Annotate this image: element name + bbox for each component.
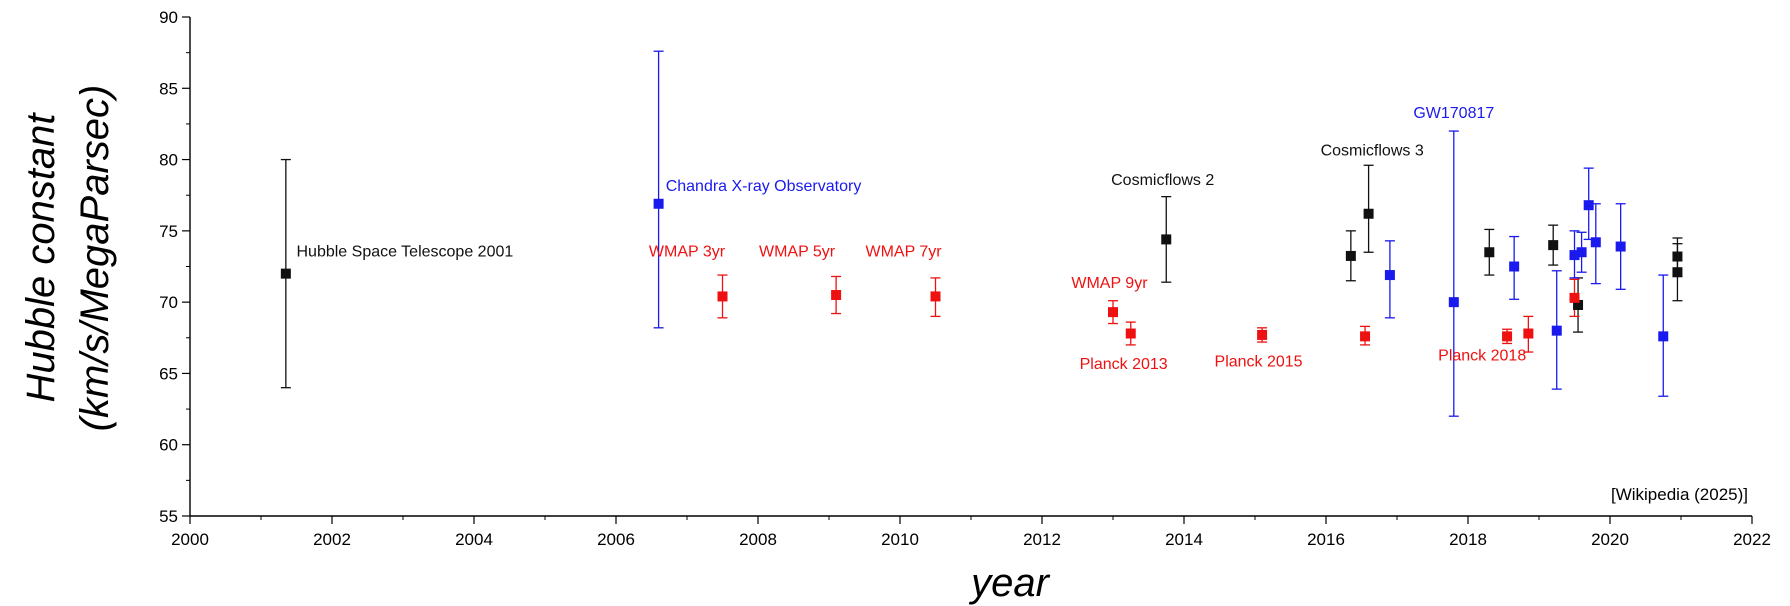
x-tick-label: 2014 xyxy=(1165,530,1203,549)
annotation-label: Chandra X-ray Observatory xyxy=(666,178,862,195)
annotation-label: WMAP 5yr xyxy=(759,244,836,261)
data-point-blue xyxy=(1590,237,1601,248)
annotation-label: Cosmicflows 3 xyxy=(1321,142,1424,159)
data-point-red xyxy=(831,290,842,301)
data-point-blue xyxy=(1509,261,1520,272)
data-markers xyxy=(280,198,1683,342)
x-tick-label: 2000 xyxy=(171,530,209,549)
plot-area: 2000 2002 2004 2006 2008 2010 2012 2014 2016 2018… xyxy=(159,8,1771,549)
annotation-label: Planck 2013 xyxy=(1080,356,1168,373)
annotation-label: WMAP 3yr xyxy=(649,244,726,261)
y-tick-label: 90 xyxy=(159,8,178,27)
x-tick-label: 2018 xyxy=(1449,530,1487,549)
y-ticks: 55 60 65 70 75 80 85 90 xyxy=(159,8,190,526)
data-point-black xyxy=(280,268,291,279)
x-axis-label: year xyxy=(968,561,1050,605)
data-point-red xyxy=(930,291,941,302)
data-point-black xyxy=(1484,247,1495,258)
x-tick-label: 2006 xyxy=(597,530,635,549)
point-annotations: Hubble Space Telescope 2001 Chandra X-ray… xyxy=(297,105,1527,373)
data-point-blue xyxy=(1569,250,1580,261)
y-axis-label: Hubble constant (km/s/MegaParsec) xyxy=(19,85,117,432)
y-tick-label: 75 xyxy=(159,222,178,241)
x-tick-label: 2010 xyxy=(881,530,919,549)
data-point-blue xyxy=(1384,270,1395,281)
y-tick-label: 55 xyxy=(159,507,178,526)
data-point-black xyxy=(1672,267,1683,278)
data-point-black xyxy=(1573,299,1584,310)
data-point-blue xyxy=(1615,241,1626,252)
y-tick-label: 80 xyxy=(159,151,178,170)
y-tick-label: 60 xyxy=(159,436,178,455)
annotation-label: WMAP 9yr xyxy=(1071,275,1148,292)
y-axis-label-line-2: (km/s/MegaParsec) xyxy=(73,85,117,432)
y-tick-label: 70 xyxy=(159,293,178,312)
x-ticks: 2000 2002 2004 2006 2008 2010 2012 2014 2016 2018… xyxy=(171,516,1771,549)
data-point-black xyxy=(1548,240,1559,251)
annotation-label: Cosmicflows 2 xyxy=(1111,172,1214,189)
data-point-blue xyxy=(1551,325,1562,336)
data-point-blue xyxy=(653,198,664,209)
annotation-label: WMAP 7yr xyxy=(865,244,942,261)
data-point-black xyxy=(1161,234,1172,245)
x-tick-label: 2008 xyxy=(739,530,777,549)
x-tick-label: 2022 xyxy=(1733,530,1771,549)
annotation-label: Planck 2015 xyxy=(1215,353,1303,370)
y-tick-label: 85 xyxy=(159,79,178,98)
data-point-red xyxy=(1569,292,1580,303)
data-point-black xyxy=(1345,250,1356,261)
y-axis-label-line-1: Hubble constant xyxy=(19,112,63,403)
data-point-red xyxy=(1360,331,1371,342)
x-tick-label: 2012 xyxy=(1023,530,1061,549)
x-tick-label: 2020 xyxy=(1591,530,1629,549)
data-point-black xyxy=(1672,251,1683,262)
x-tick-label: 2004 xyxy=(455,530,493,549)
data-point-black xyxy=(1363,208,1374,219)
data-point-red xyxy=(1125,328,1136,339)
annotation-label: Hubble Space Telescope 2001 xyxy=(297,244,514,261)
data-point-blue xyxy=(1658,331,1669,342)
data-point-red xyxy=(1108,307,1118,318)
data-point-red xyxy=(1502,331,1513,342)
data-point-blue xyxy=(1576,247,1587,258)
data-point-blue xyxy=(1583,200,1594,211)
data-point-blue xyxy=(1448,297,1459,308)
source-credit: [Wikipedia (2025)] xyxy=(1611,485,1748,504)
data-point-red xyxy=(717,291,728,302)
x-tick-label: 2016 xyxy=(1307,530,1345,549)
data-point-red xyxy=(1257,329,1268,340)
annotation-label: Planck 2018 xyxy=(1438,348,1526,365)
x-tick-label: 2002 xyxy=(313,530,351,549)
y-tick-label: 65 xyxy=(159,364,178,383)
annotation-label: GW170817 xyxy=(1413,105,1494,122)
data-point-red xyxy=(1523,328,1534,339)
